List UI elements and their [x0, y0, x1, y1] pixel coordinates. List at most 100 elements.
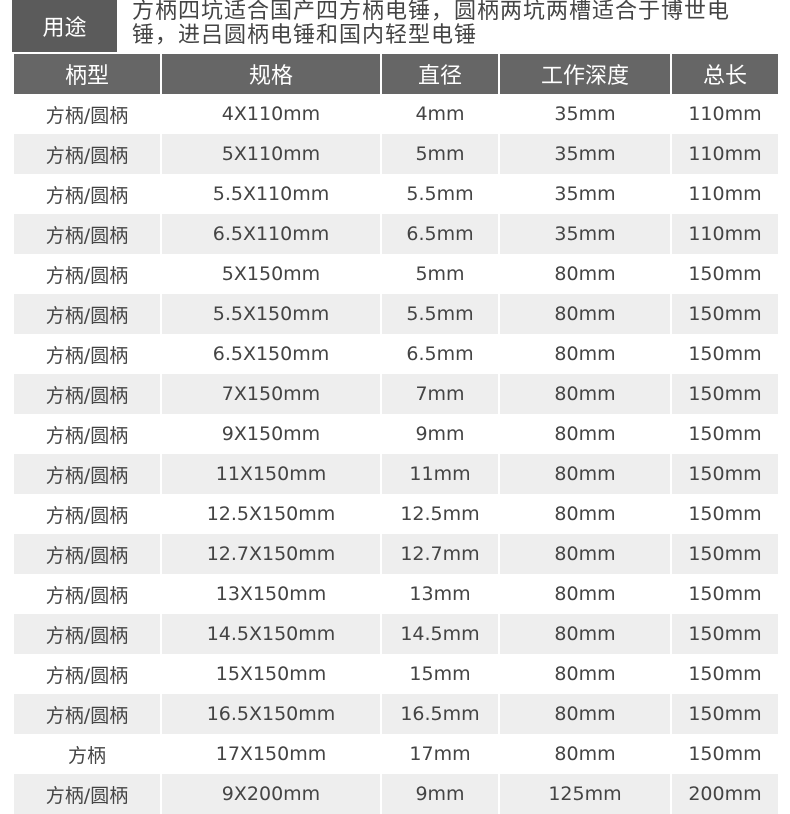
- header-cell: 规格: [160, 54, 382, 94]
- table-cell: 17X150mm: [160, 734, 382, 774]
- table-cell: 5X150mm: [160, 254, 382, 294]
- table-cell: 80mm: [498, 574, 672, 614]
- table-cell: 150mm: [670, 454, 780, 494]
- table-row: 方柄/圆柄 7X150mm 7mm 80mm 150mm: [12, 374, 780, 414]
- table-cell: 方柄/圆柄: [12, 774, 162, 814]
- table-cell: 方柄/圆柄: [12, 574, 162, 614]
- table-cell: 6.5X110mm: [160, 214, 382, 254]
- table-cell: 110mm: [670, 214, 780, 254]
- table-cell: 14.5mm: [380, 614, 500, 654]
- table-cell: 方柄/圆柄: [12, 614, 162, 654]
- table-row: 方柄/圆柄 9X200mm 9mm 125mm 200mm: [12, 774, 780, 814]
- table-cell: 方柄/圆柄: [12, 254, 162, 294]
- table-cell: 9mm: [380, 774, 500, 814]
- table-cell: 16.5X150mm: [160, 694, 382, 734]
- table-row: 方柄/圆柄 6.5X110mm 6.5mm 35mm 110mm: [12, 214, 780, 254]
- table-cell: 7mm: [380, 374, 500, 414]
- table-row: 方柄/圆柄 6.5X150mm 6.5mm 80mm 150mm: [12, 334, 780, 374]
- table-row: 方柄/圆柄 11X150mm 11mm 80mm 150mm: [12, 454, 780, 494]
- table-cell: 150mm: [670, 574, 780, 614]
- table-row: 方柄/圆柄 12.7X150mm 12.7mm 80mm 150mm: [12, 534, 780, 574]
- page: {"usage": {"label": "用途", "text": "方柄四坑适…: [12, 0, 780, 814]
- table-cell: 9X150mm: [160, 414, 382, 454]
- table-cell: 13mm: [380, 574, 500, 614]
- table-row: 方柄/圆柄 16.5X150mm 16.5mm 80mm 150mm: [12, 694, 780, 734]
- table-cell: 80mm: [498, 534, 672, 574]
- table-cell: 7X150mm: [160, 374, 382, 414]
- table-row: 方柄/圆柄 9X150mm 9mm 80mm 150mm: [12, 414, 780, 454]
- table-cell: 方柄/圆柄: [12, 94, 162, 134]
- table-row: 方柄/圆柄 4X110mm 4mm 35mm 110mm: [12, 94, 780, 134]
- table-cell: 150mm: [670, 614, 780, 654]
- table-cell: 方柄/圆柄: [12, 494, 162, 534]
- table-row: 方柄/圆柄 14.5X150mm 14.5mm 80mm 150mm: [12, 614, 780, 654]
- table-cell: 80mm: [498, 454, 672, 494]
- table-cell: 5X110mm: [160, 134, 382, 174]
- header-cell: 总长: [670, 54, 780, 94]
- table-cell: 150mm: [670, 334, 780, 374]
- header-row: 柄型 规格 直径 工作深度 总长: [12, 54, 780, 94]
- table-cell: 35mm: [498, 94, 672, 134]
- table-cell: 35mm: [498, 174, 672, 214]
- header-cell: 柄型: [12, 54, 162, 94]
- table-cell: 150mm: [670, 694, 780, 734]
- table-cell: 15mm: [380, 654, 500, 694]
- table-cell: 方柄/圆柄: [12, 654, 162, 694]
- table-cell: 6.5mm: [380, 334, 500, 374]
- table-cell: 14.5X150mm: [160, 614, 382, 654]
- table-cell: 5.5X110mm: [160, 174, 382, 214]
- table-cell: 方柄/圆柄: [12, 334, 162, 374]
- table-cell: 5mm: [380, 134, 500, 174]
- usage-label: 用途: [12, 0, 117, 52]
- spec-table: 柄型 规格 直径 工作深度 总长 方柄/圆柄 4X110mm 4mm 35mm 110mm 方柄/…: [12, 54, 780, 814]
- table-cell: 80mm: [498, 294, 672, 334]
- table-cell: 方柄/圆柄: [12, 414, 162, 454]
- table-cell: 125mm: [498, 774, 672, 814]
- table-cell: 12.7mm: [380, 534, 500, 574]
- table-row: 方柄/圆柄 15X150mm 15mm 80mm 150mm: [12, 654, 780, 694]
- table-row: 方柄/圆柄 5X150mm 5mm 80mm 150mm: [12, 254, 780, 294]
- table-cell: 4mm: [380, 94, 500, 134]
- table-cell: 150mm: [670, 734, 780, 774]
- table-cell: 150mm: [670, 254, 780, 294]
- table-row: 方柄/圆柄 5.5X110mm 5.5mm 35mm 110mm: [12, 174, 780, 214]
- header-cell: 直径: [380, 54, 500, 94]
- table-row: 方柄/圆柄 13X150mm 13mm 80mm 150mm: [12, 574, 780, 614]
- table-cell: 200mm: [670, 774, 780, 814]
- table-cell: 方柄: [12, 734, 162, 774]
- table-cell: 80mm: [498, 254, 672, 294]
- table-cell: 150mm: [670, 374, 780, 414]
- table-cell: 35mm: [498, 214, 672, 254]
- table-cell: 80mm: [498, 374, 672, 414]
- table-cell: 80mm: [498, 694, 672, 734]
- table-cell: 5.5mm: [380, 294, 500, 334]
- table-cell: 方柄/圆柄: [12, 374, 162, 414]
- table-cell: 13X150mm: [160, 574, 382, 614]
- table-cell: 6.5mm: [380, 214, 500, 254]
- table-cell: 16.5mm: [380, 694, 500, 734]
- table-row: 方柄/圆柄 12.5X150mm 12.5mm 80mm 150mm: [12, 494, 780, 534]
- table-cell: 方柄/圆柄: [12, 294, 162, 334]
- table-cell: 9X200mm: [160, 774, 382, 814]
- table-cell: 150mm: [670, 654, 780, 694]
- table-cell: 12.5X150mm: [160, 494, 382, 534]
- table-cell: 80mm: [498, 614, 672, 654]
- table-cell: 方柄/圆柄: [12, 454, 162, 494]
- table-cell: 150mm: [670, 414, 780, 454]
- table-cell: 80mm: [498, 334, 672, 374]
- table-cell: 80mm: [498, 654, 672, 694]
- table-cell: 方柄/圆柄: [12, 134, 162, 174]
- table-cell: 方柄/圆柄: [12, 174, 162, 214]
- table-cell: 17mm: [380, 734, 500, 774]
- usage-text: 方柄四坑适合国产四方柄电锤，圆柄两坑两槽适合于博世电锤，进吕圆柄电锤和国内轻型电…: [132, 0, 731, 48]
- table-cell: 80mm: [498, 414, 672, 454]
- table-cell: 11mm: [380, 454, 500, 494]
- table-cell: 方柄/圆柄: [12, 214, 162, 254]
- table-row: 方柄/圆柄 5.5X150mm 5.5mm 80mm 150mm: [12, 294, 780, 334]
- table-cell: 方柄/圆柄: [12, 694, 162, 734]
- table-cell: 5.5mm: [380, 174, 500, 214]
- table-cell: 80mm: [498, 494, 672, 534]
- table-cell: 5mm: [380, 254, 500, 294]
- table-cell: 5.5X150mm: [160, 294, 382, 334]
- table-cell: 110mm: [670, 134, 780, 174]
